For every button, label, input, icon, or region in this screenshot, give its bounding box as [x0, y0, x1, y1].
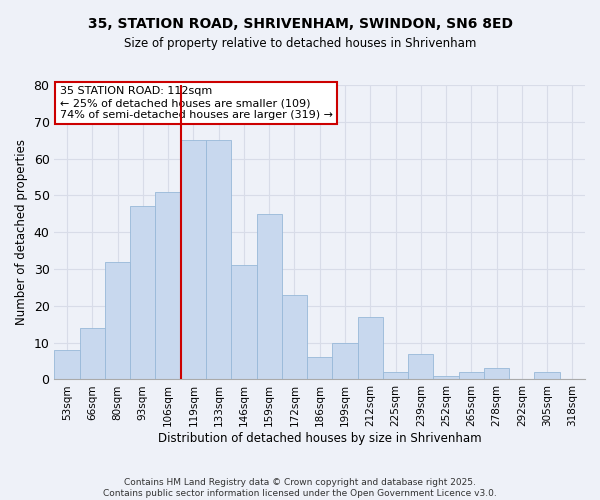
- Bar: [332, 342, 358, 380]
- Bar: [307, 358, 332, 380]
- Bar: [535, 372, 560, 380]
- Bar: [80, 328, 105, 380]
- Bar: [484, 368, 509, 380]
- Bar: [433, 376, 458, 380]
- Bar: [105, 262, 130, 380]
- Bar: [231, 266, 257, 380]
- Bar: [383, 372, 408, 380]
- Bar: [358, 317, 383, 380]
- Bar: [458, 372, 484, 380]
- Bar: [130, 206, 155, 380]
- Text: 35, STATION ROAD, SHRIVENHAM, SWINDON, SN6 8ED: 35, STATION ROAD, SHRIVENHAM, SWINDON, S…: [88, 18, 512, 32]
- Bar: [282, 295, 307, 380]
- Bar: [257, 214, 282, 380]
- Bar: [408, 354, 433, 380]
- Bar: [155, 192, 181, 380]
- Bar: [55, 350, 80, 380]
- Text: Size of property relative to detached houses in Shrivenham: Size of property relative to detached ho…: [124, 38, 476, 51]
- Text: Contains HM Land Registry data © Crown copyright and database right 2025.
Contai: Contains HM Land Registry data © Crown c…: [103, 478, 497, 498]
- Y-axis label: Number of detached properties: Number of detached properties: [15, 139, 28, 325]
- X-axis label: Distribution of detached houses by size in Shrivenham: Distribution of detached houses by size …: [158, 432, 482, 445]
- Bar: [206, 140, 231, 380]
- Bar: [181, 140, 206, 380]
- Text: 35 STATION ROAD: 112sqm
← 25% of detached houses are smaller (109)
74% of semi-d: 35 STATION ROAD: 112sqm ← 25% of detache…: [60, 86, 333, 120]
